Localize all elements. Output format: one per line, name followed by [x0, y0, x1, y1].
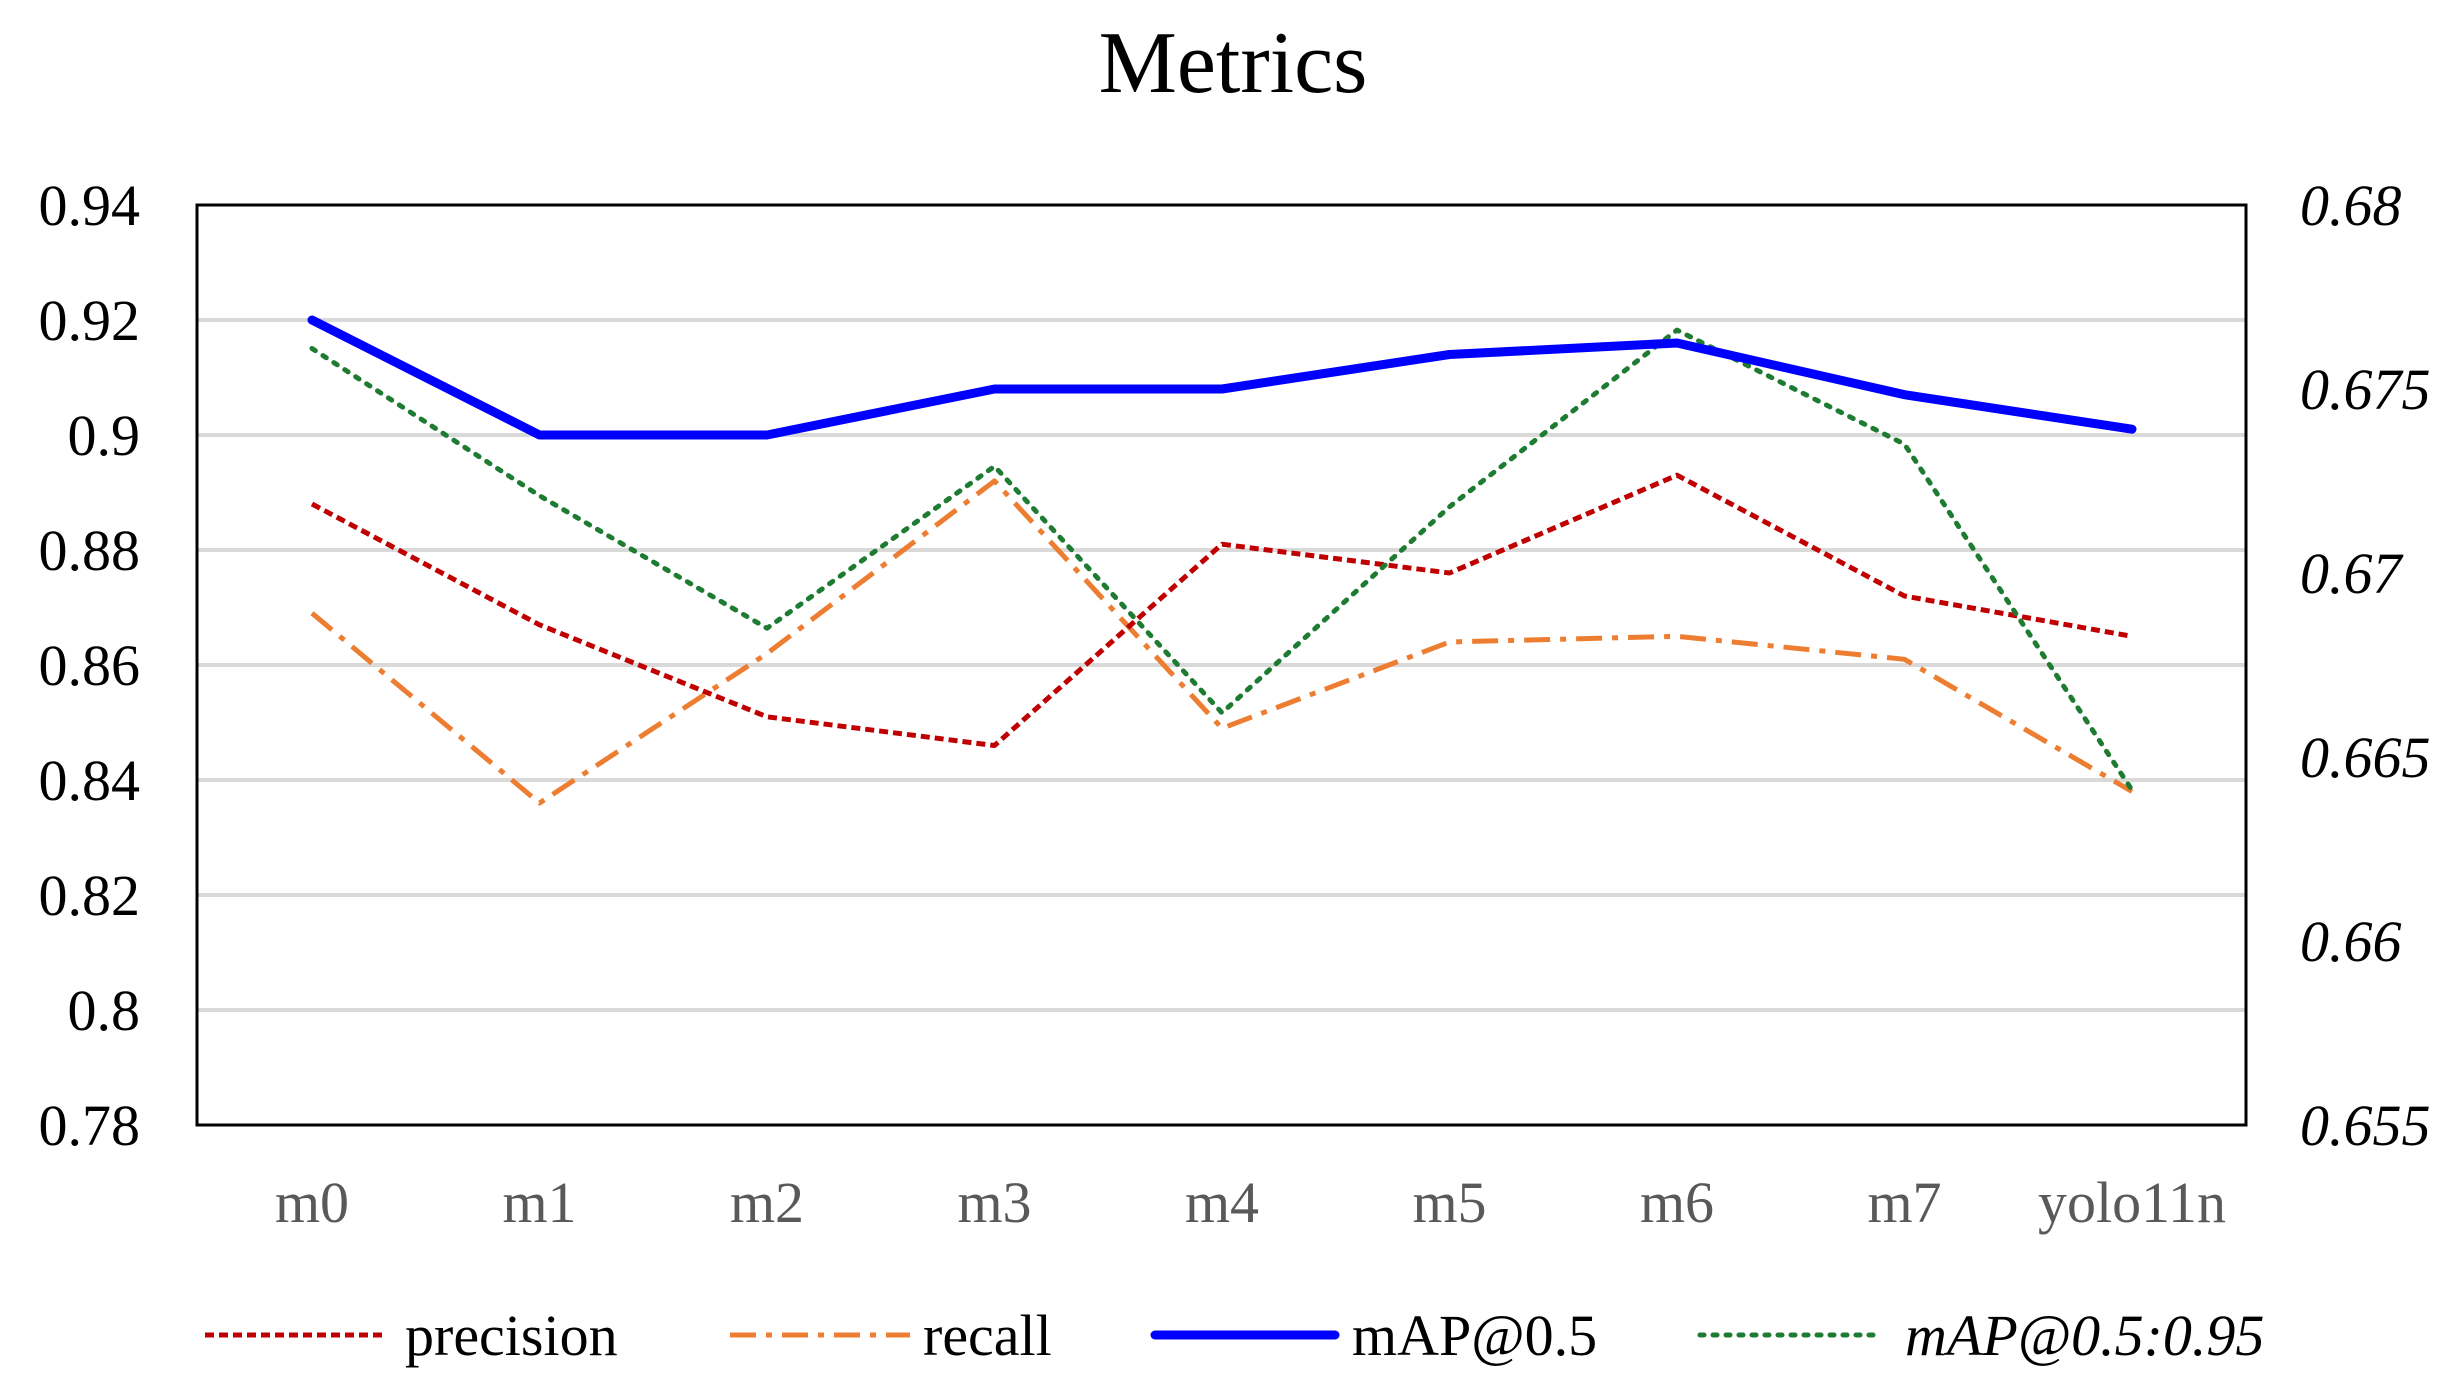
- left-tick-label: 0.8: [68, 978, 141, 1043]
- legend-item: recall: [730, 1303, 1052, 1368]
- right-tick-label: 0.655: [2300, 1093, 2431, 1158]
- right-axis-tick-labels: 0.655 0.66 0.665 0.67 0.675 0.68: [2300, 173, 2431, 1158]
- legend-label: mAP@0.5: [1352, 1303, 1597, 1368]
- legend-item: mAP@0.5:0.95: [1697, 1303, 2264, 1368]
- left-tick-label: 0.78: [39, 1093, 141, 1158]
- category-labels: m0 m1 m2 m3 m4 m5 m6 m7 yolo11n: [275, 1170, 2226, 1235]
- series-line-precision: [310, 472, 2133, 748]
- chart-title: Metrics: [1099, 15, 1368, 112]
- series-line-map-0-5: [307, 315, 2137, 440]
- category-label: m3: [957, 1170, 1031, 1235]
- left-tick-label: 0.88: [39, 518, 141, 583]
- series-lines: [307, 315, 2137, 806]
- category-label: m1: [502, 1170, 576, 1235]
- legend-label: precision: [405, 1303, 618, 1368]
- series-line-recall: [310, 478, 2134, 806]
- category-label: m7: [1867, 1170, 1941, 1235]
- category-label: yolo11n: [2038, 1170, 2226, 1235]
- category-label: m4: [1185, 1170, 1259, 1235]
- right-tick-label: 0.665: [2300, 725, 2431, 790]
- right-tick-label: 0.675: [2300, 357, 2431, 422]
- left-tick-label: 0.86: [39, 633, 141, 698]
- legend-label: recall: [923, 1303, 1052, 1368]
- left-tick-label: 0.84: [39, 748, 141, 813]
- right-tick-label: 0.68: [2300, 173, 2402, 238]
- left-tick-label: 0.94: [39, 173, 141, 238]
- legend: precision recall mAP@0.5 mAP@0.5:0.95: [205, 1303, 2264, 1368]
- left-tick-label: 0.82: [39, 863, 141, 928]
- series-line-map-0-5-0-95: [309, 327, 2135, 793]
- right-tick-label: 0.66: [2300, 909, 2402, 974]
- legend-item: mAP@0.5: [1150, 1303, 1597, 1368]
- category-label: m2: [730, 1170, 804, 1235]
- left-tick-label: 0.9: [68, 403, 141, 468]
- category-label: m0: [275, 1170, 349, 1235]
- legend-label: mAP@0.5:0.95: [1905, 1303, 2264, 1368]
- plot-area-border: [195, 203, 2248, 1127]
- category-label: m5: [1412, 1170, 1486, 1235]
- left-axis-tick-labels: 0.78 0.8 0.82 0.84 0.86 0.88 0.9 0.92 0.94: [39, 173, 141, 1158]
- left-tick-label: 0.92: [39, 288, 141, 353]
- legend-item: precision: [205, 1303, 618, 1368]
- right-tick-label: 0.67: [2300, 541, 2404, 606]
- category-label: m6: [1640, 1170, 1714, 1235]
- grid-lines: [197, 318, 2246, 1012]
